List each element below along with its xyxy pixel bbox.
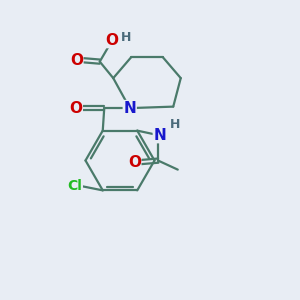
Text: O: O [70,52,83,68]
Text: H: H [169,118,180,131]
Text: N: N [123,100,136,116]
Text: H: H [121,31,131,44]
Text: O: O [128,154,141,169]
Text: O: O [69,100,82,116]
Text: N: N [153,128,166,142]
Text: Cl: Cl [68,179,82,193]
Text: O: O [105,32,118,47]
